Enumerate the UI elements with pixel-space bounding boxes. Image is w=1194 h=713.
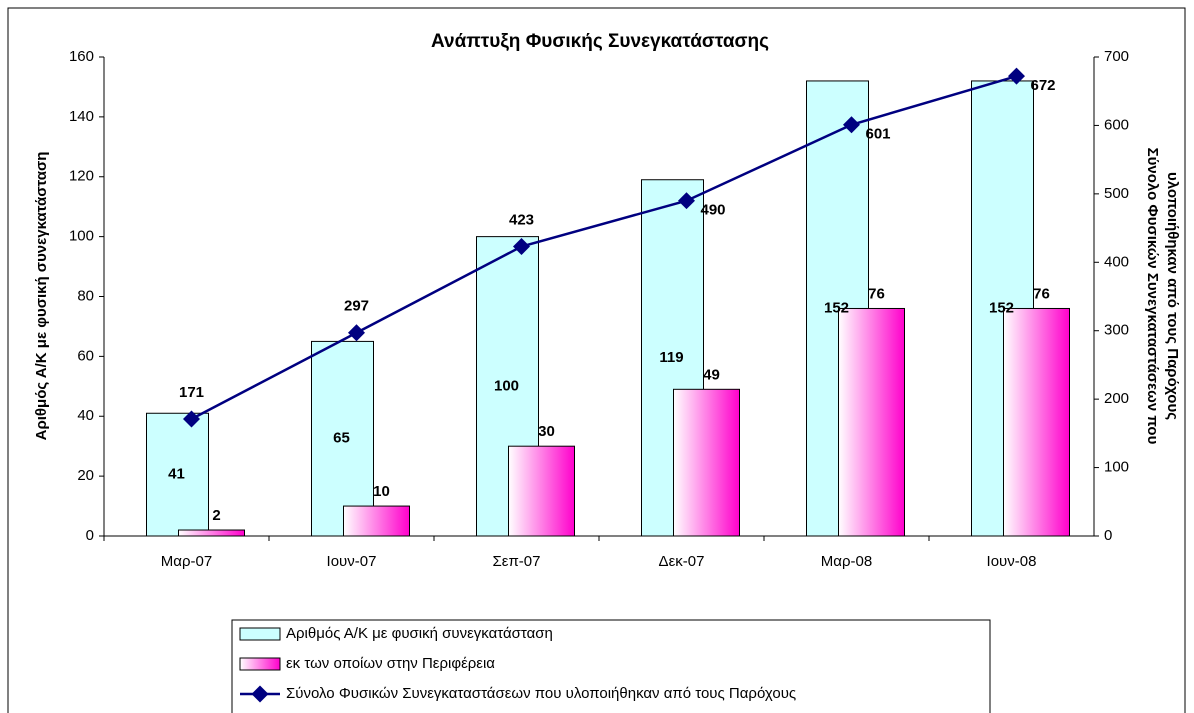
y-tick-label: 140 xyxy=(69,108,94,125)
bar xyxy=(311,340,374,537)
data-label: 152 xyxy=(824,299,849,316)
y-tick-label: 160 xyxy=(69,48,94,65)
x-tick-label: Ιουν-07 xyxy=(327,553,377,570)
line-marker xyxy=(843,116,860,134)
data-label: 152 xyxy=(989,299,1014,316)
data-label: 2 xyxy=(212,507,220,524)
y2-tick-label: 600 xyxy=(1104,116,1129,133)
y-tick-label: 120 xyxy=(69,168,94,185)
line-marker xyxy=(183,410,200,428)
bar xyxy=(673,388,740,537)
y2-axis-title: Σύνολο Φυσικών Συνεγκαταστάσεων που xyxy=(1144,148,1161,445)
bar xyxy=(508,445,575,537)
data-label: 65 xyxy=(333,430,350,447)
bar xyxy=(178,529,245,537)
y-tick-label: 100 xyxy=(69,228,94,245)
data-label: 119 xyxy=(659,349,683,366)
y-tick-label: 80 xyxy=(77,287,94,304)
x-tick-label: Μαρ-07 xyxy=(161,553,212,570)
data-label: 423 xyxy=(509,212,534,229)
x-tick-label: Σεπ-07 xyxy=(493,553,541,570)
x-tick-label: Μαρ-08 xyxy=(821,553,872,570)
data-label: 297 xyxy=(344,298,369,315)
legend-label: Σύνολο Φυσικών Συνεγκαταστάσεων που υλοπ… xyxy=(286,685,796,702)
data-label: 601 xyxy=(866,126,891,143)
y2-tick-label: 400 xyxy=(1104,253,1129,270)
legend-swatch xyxy=(239,657,281,671)
data-label: 41 xyxy=(168,466,185,483)
data-label: 30 xyxy=(538,423,555,440)
data-label: 76 xyxy=(1033,285,1050,302)
line xyxy=(190,74,1017,421)
bar xyxy=(343,505,410,537)
chart-title: Ανάπτυξη Φυσικής Συνεγκατάστασης xyxy=(431,31,769,52)
data-label: 490 xyxy=(701,202,726,219)
legend-label: Αριθμός Α/Κ με φυσική συνεγκατάσταση xyxy=(286,625,553,642)
data-label: 672 xyxy=(1031,77,1056,94)
data-label: 100 xyxy=(494,377,519,394)
data-label: 49 xyxy=(703,366,720,383)
bar xyxy=(1003,307,1070,537)
y-tick-label: 60 xyxy=(77,347,94,364)
legend-swatch xyxy=(251,685,269,703)
y2-tick-label: 700 xyxy=(1104,48,1129,65)
bar xyxy=(146,412,209,537)
y2-tick-label: 500 xyxy=(1104,185,1129,202)
x-tick-label: Δεκ-07 xyxy=(659,553,705,570)
line-marker xyxy=(348,324,365,342)
line-marker xyxy=(678,192,695,210)
y-tick-label: 20 xyxy=(77,467,94,484)
y2-tick-label: 200 xyxy=(1104,390,1129,407)
legend xyxy=(231,619,991,713)
bar xyxy=(838,307,905,537)
legend-label: εκ των οποίων στην Περιφέρεια xyxy=(286,655,495,672)
y2-tick-label: 300 xyxy=(1104,322,1129,339)
line-marker xyxy=(513,238,530,256)
y2-axis-title: υλοποιήθηκαν από τους Παρόχους xyxy=(1164,172,1181,420)
y-tick-label: 0 xyxy=(86,527,94,544)
data-label: 171 xyxy=(179,384,204,401)
data-label: 10 xyxy=(373,483,390,500)
y2-tick-label: 100 xyxy=(1104,459,1129,476)
y-axis-title: Αριθμός Α/Κ με φυσική συνεγκατάσταση xyxy=(33,152,50,441)
data-label: 76 xyxy=(868,285,885,302)
y-tick-label: 40 xyxy=(77,407,94,424)
line-marker xyxy=(1008,67,1025,85)
x-tick-label: Ιουν-08 xyxy=(987,553,1037,570)
y2-tick-label: 0 xyxy=(1104,527,1112,544)
legend-swatch xyxy=(239,627,281,641)
